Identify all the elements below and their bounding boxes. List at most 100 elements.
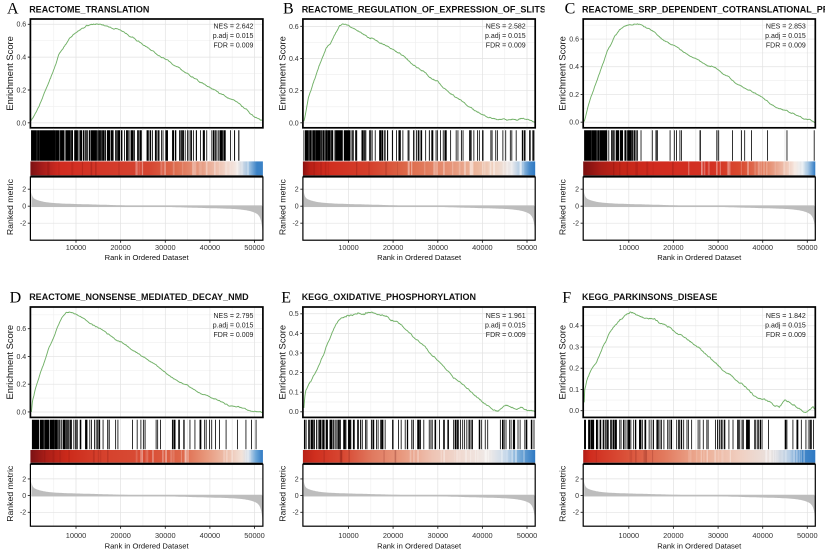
svg-text:0.2: 0.2: [16, 382, 26, 389]
svg-text:40000: 40000: [752, 243, 773, 252]
svg-text:0.4: 0.4: [289, 56, 299, 63]
svg-text:NES = 2.853: NES = 2.853: [766, 24, 806, 31]
svg-text:REACTOME_SRP_DEPENDENT_COTRANS: REACTOME_SRP_DEPENDENT_COTRANSLATIONAL_P…: [582, 5, 825, 15]
svg-text:2: 2: [22, 187, 26, 194]
svg-text:NES = 2.582: NES = 2.582: [486, 24, 526, 31]
svg-text:40000: 40000: [200, 243, 221, 252]
svg-text:p.adj = 0.015: p.adj = 0.015: [765, 33, 806, 40]
svg-text:0: 0: [575, 204, 579, 211]
svg-text:FDR = 0.009: FDR = 0.009: [766, 332, 806, 339]
svg-text:50000: 50000: [244, 243, 265, 252]
svg-text:2: 2: [295, 187, 299, 194]
svg-text:40000: 40000: [472, 531, 493, 540]
svg-text:0.4: 0.4: [289, 331, 299, 338]
svg-text:Rank in Ordered Dataset: Rank in Ordered Dataset: [105, 541, 190, 550]
svg-text:10000: 10000: [619, 531, 640, 540]
svg-text:10000: 10000: [66, 243, 87, 252]
svg-text:50000: 50000: [797, 531, 818, 540]
svg-text:Ranked metric: Ranked metric: [558, 465, 568, 522]
svg-text:0.2: 0.2: [569, 366, 579, 373]
svg-text:30000: 30000: [428, 531, 449, 540]
svg-text:-2: -2: [292, 510, 298, 517]
svg-text:10000: 10000: [619, 243, 640, 252]
svg-text:Ranked metric: Ranked metric: [5, 178, 15, 235]
svg-text:REACTOME_TRANSLATION: REACTOME_TRANSLATION: [29, 5, 149, 15]
svg-text:FDR = 0.009: FDR = 0.009: [486, 42, 526, 49]
svg-text:0.4: 0.4: [569, 323, 579, 330]
svg-text:10000: 10000: [66, 531, 87, 540]
svg-text:C: C: [565, 1, 576, 18]
svg-text:Enrichment Score: Enrichment Score: [276, 325, 287, 400]
svg-text:20000: 20000: [110, 531, 131, 540]
svg-text:40000: 40000: [472, 243, 493, 252]
svg-text:Rank in Ordered Dataset: Rank in Ordered Dataset: [377, 253, 462, 262]
svg-text:0: 0: [22, 493, 26, 500]
svg-text:FDR = 0.009: FDR = 0.009: [214, 332, 254, 339]
svg-text:0: 0: [295, 493, 299, 500]
svg-text:NES = 2.795: NES = 2.795: [214, 313, 254, 320]
svg-text:Enrichment Score: Enrichment Score: [557, 36, 568, 111]
svg-text:50000: 50000: [517, 531, 538, 540]
svg-text:0.0: 0.0: [16, 120, 26, 127]
svg-text:KEGG_OXIDATIVE_PHOSPHORYLATION: KEGG_OXIDATIVE_PHOSPHORYLATION: [302, 292, 476, 302]
svg-text:0.6: 0.6: [16, 326, 26, 333]
svg-text:0.2: 0.2: [289, 88, 299, 95]
svg-text:NES = 1.961: NES = 1.961: [486, 313, 526, 320]
svg-text:Enrichment Score: Enrichment Score: [4, 325, 15, 400]
svg-text:20000: 20000: [383, 531, 404, 540]
svg-text:Ranked metric: Ranked metric: [5, 465, 15, 522]
svg-text:-2: -2: [20, 221, 26, 228]
svg-text:p.adj = 0.015: p.adj = 0.015: [765, 322, 806, 329]
svg-text:p.adj = 0.015: p.adj = 0.015: [213, 33, 254, 40]
svg-text:30000: 30000: [708, 243, 729, 252]
svg-text:0.4: 0.4: [569, 64, 579, 71]
svg-text:F: F: [562, 290, 571, 307]
svg-text:p.adj = 0.015: p.adj = 0.015: [485, 322, 526, 329]
svg-text:2: 2: [295, 476, 299, 483]
svg-text:30000: 30000: [155, 243, 176, 252]
svg-text:-2: -2: [573, 221, 579, 228]
svg-text:Ranked metric: Ranked metric: [277, 465, 287, 522]
svg-text:0.0: 0.0: [289, 120, 299, 127]
svg-text:30000: 30000: [708, 531, 729, 540]
svg-text:p.adj = 0.015: p.adj = 0.015: [485, 33, 526, 40]
svg-text:0.6: 0.6: [16, 22, 26, 29]
svg-text:0.0: 0.0: [569, 408, 579, 415]
svg-text:0: 0: [575, 493, 579, 500]
svg-text:E: E: [281, 290, 291, 307]
svg-text:10000: 10000: [338, 531, 359, 540]
svg-text:2: 2: [22, 476, 26, 483]
svg-text:Enrichment Score: Enrichment Score: [276, 36, 287, 111]
svg-text:REACTOME_NONSENSE_MEDIATED_DEC: REACTOME_NONSENSE_MEDIATED_DECAY_NMD: [29, 292, 249, 302]
svg-text:NES = 2.642: NES = 2.642: [214, 24, 254, 31]
svg-text:0.1: 0.1: [289, 390, 299, 397]
svg-text:0.2: 0.2: [16, 87, 26, 94]
svg-text:0.3: 0.3: [569, 344, 579, 351]
svg-text:0.4: 0.4: [16, 55, 26, 62]
svg-text:B: B: [283, 1, 294, 18]
svg-text:30000: 30000: [155, 531, 176, 540]
svg-text:0.6: 0.6: [289, 24, 299, 31]
svg-text:0.0: 0.0: [289, 409, 299, 416]
svg-text:NES = 1.842: NES = 1.842: [766, 313, 806, 320]
svg-text:KEGG_PARKINSONS_DISEASE: KEGG_PARKINSONS_DISEASE: [582, 292, 717, 302]
svg-text:0.2: 0.2: [569, 92, 579, 99]
svg-text:0.3: 0.3: [289, 350, 299, 357]
svg-text:2: 2: [575, 187, 579, 194]
svg-text:2: 2: [575, 476, 579, 483]
svg-text:50000: 50000: [517, 243, 538, 252]
svg-text:FDR = 0.009: FDR = 0.009: [214, 42, 254, 49]
svg-text:FDR = 0.009: FDR = 0.009: [766, 42, 806, 49]
svg-text:0: 0: [295, 204, 299, 211]
svg-text:0.6: 0.6: [569, 36, 579, 43]
svg-text:FDR = 0.009: FDR = 0.009: [486, 332, 526, 339]
svg-text:0.0: 0.0: [16, 409, 26, 416]
svg-text:Ranked metric: Ranked metric: [277, 178, 287, 235]
svg-text:-2: -2: [20, 510, 26, 517]
svg-text:REACTOME_REGULATION_OF_EXPRESS: REACTOME_REGULATION_OF_EXPRESSION_OF_SLI…: [302, 5, 609, 15]
svg-text:-2: -2: [292, 221, 298, 228]
svg-text:0.5: 0.5: [289, 311, 299, 318]
svg-text:40000: 40000: [752, 531, 773, 540]
svg-text:D: D: [10, 290, 22, 307]
svg-text:A: A: [7, 1, 19, 18]
